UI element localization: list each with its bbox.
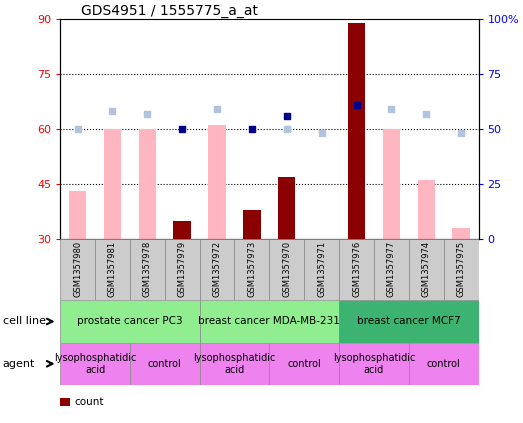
- Bar: [269, 343, 339, 385]
- Point: [282, 126, 291, 132]
- Bar: [409, 343, 479, 385]
- Bar: [165, 239, 200, 300]
- Text: GSM1357977: GSM1357977: [387, 241, 396, 297]
- Point: [457, 130, 465, 137]
- Bar: [339, 239, 374, 300]
- Text: control: control: [287, 359, 321, 369]
- Bar: [60, 239, 95, 300]
- Text: agent: agent: [3, 359, 35, 369]
- Bar: [417, 180, 435, 239]
- Text: cell line: cell line: [3, 316, 46, 327]
- Point: [353, 102, 361, 108]
- Text: lysophosphatidic
acid: lysophosphatidic acid: [54, 353, 136, 375]
- Bar: [130, 239, 165, 300]
- Point: [143, 110, 152, 117]
- Bar: [200, 300, 339, 343]
- Bar: [444, 239, 479, 300]
- Text: GSM1357980: GSM1357980: [73, 241, 82, 297]
- Text: GSM1357971: GSM1357971: [317, 241, 326, 297]
- Text: lysophosphatidic
acid: lysophosphatidic acid: [194, 353, 276, 375]
- Bar: [200, 239, 234, 300]
- Point: [282, 113, 291, 119]
- Text: GSM1357972: GSM1357972: [212, 241, 222, 297]
- Text: breast cancer MCF7: breast cancer MCF7: [357, 316, 461, 327]
- Text: breast cancer MDA-MB-231: breast cancer MDA-MB-231: [198, 316, 340, 327]
- Text: control: control: [148, 359, 181, 369]
- Bar: [60, 343, 130, 385]
- Bar: [130, 343, 200, 385]
- Text: GSM1357973: GSM1357973: [247, 241, 256, 297]
- Bar: [208, 125, 226, 239]
- Text: GSM1357981: GSM1357981: [108, 241, 117, 297]
- Bar: [200, 343, 269, 385]
- Text: GSM1357978: GSM1357978: [143, 241, 152, 297]
- Text: control: control: [427, 359, 461, 369]
- Bar: [348, 23, 365, 239]
- Bar: [69, 191, 86, 239]
- Bar: [139, 129, 156, 239]
- Bar: [60, 300, 200, 343]
- Bar: [304, 239, 339, 300]
- Text: GSM1357970: GSM1357970: [282, 241, 291, 297]
- Bar: [374, 239, 409, 300]
- Bar: [452, 228, 470, 239]
- Point: [248, 126, 256, 132]
- Point: [422, 110, 430, 117]
- Text: GSM1357974: GSM1357974: [422, 241, 431, 297]
- Point: [108, 108, 117, 115]
- Bar: [383, 129, 400, 239]
- Bar: [243, 210, 260, 239]
- Text: prostate cancer PC3: prostate cancer PC3: [77, 316, 183, 327]
- Bar: [409, 239, 444, 300]
- Point: [317, 130, 326, 137]
- Point: [387, 106, 395, 113]
- Bar: [278, 177, 295, 239]
- Text: GSM1357976: GSM1357976: [352, 241, 361, 297]
- Text: count: count: [75, 397, 104, 407]
- Text: GDS4951 / 1555775_a_at: GDS4951 / 1555775_a_at: [81, 4, 258, 18]
- Text: lysophosphatidic
acid: lysophosphatidic acid: [333, 353, 415, 375]
- Point: [213, 106, 221, 113]
- Point: [178, 126, 186, 132]
- Bar: [269, 239, 304, 300]
- Bar: [234, 239, 269, 300]
- Text: GSM1357975: GSM1357975: [457, 241, 465, 297]
- Bar: [95, 239, 130, 300]
- Bar: [339, 343, 409, 385]
- Text: GSM1357979: GSM1357979: [178, 241, 187, 297]
- Point: [73, 126, 82, 132]
- Bar: [174, 221, 191, 239]
- Bar: [104, 129, 121, 239]
- Bar: [339, 300, 479, 343]
